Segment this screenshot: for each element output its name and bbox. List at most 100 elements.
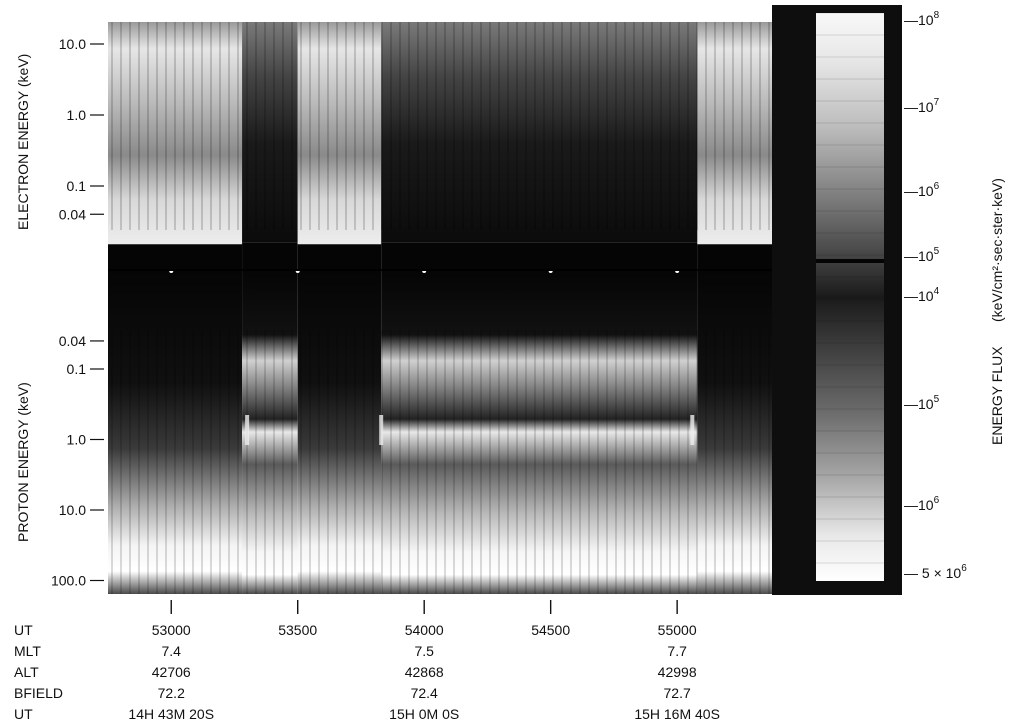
event-edge (690, 415, 695, 445)
electron-striation (120, 22, 122, 230)
proton-striation (507, 330, 509, 594)
proton-striation (588, 330, 590, 594)
electron-spectrogram (108, 22, 772, 270)
proton-y-tick-label: 0.04 (59, 333, 86, 349)
ephemeris-table: UT MLT ALT BFIELD UT 53000 53500 54000 5450… (14, 622, 720, 722)
electron-striation (597, 22, 599, 230)
electron-striation (354, 22, 356, 230)
ephem-bfield-value: 72.7 (664, 685, 691, 701)
electron-y-label: ELECTRON ENERGY (keV) (15, 54, 31, 230)
proton-striation (426, 330, 428, 594)
proton-striation (705, 330, 707, 594)
ephem-alt-value: 42868 (405, 664, 444, 680)
electron-striation (426, 22, 428, 230)
ephem-label-alt: ALT (14, 664, 39, 680)
proton-striation (768, 330, 770, 594)
ephem-label-ut: UT (14, 622, 33, 638)
ephem-bfield-value: 72.4 (411, 685, 438, 701)
electron-striation (156, 22, 158, 230)
proton-striation (606, 330, 608, 594)
electron-striation (183, 22, 185, 230)
ephem-mlt-value: 7.7 (667, 643, 687, 659)
proton-striation (309, 330, 311, 594)
proton-y-axis: 0.04 0.1 1.0 10.0 100.0 (51, 333, 104, 589)
proton-region-active (381, 270, 698, 594)
proton-striation (129, 330, 131, 594)
electron-region-bright (297, 22, 382, 245)
electron-region-dark (381, 22, 698, 243)
colorbar-steps (816, 12, 884, 564)
proton-striation (498, 330, 500, 594)
proton-striation (228, 330, 230, 594)
electron-striation (174, 22, 176, 230)
electron-striation (345, 22, 347, 230)
electron-striation (327, 22, 329, 230)
electron-striation (660, 22, 662, 230)
electron-striation (318, 22, 320, 230)
proton-striation (255, 330, 257, 594)
electron-striation (453, 22, 455, 230)
electron-striation (732, 22, 734, 230)
ephem-label-mlt: MLT (14, 643, 41, 659)
colorbar-units: (keV/cm²·sec·ster·keV) (989, 178, 1005, 322)
ephem-ut-value: 53000 (152, 622, 191, 638)
proton-striation (336, 330, 338, 594)
proton-y-label: PROTON ENERGY (keV) (15, 382, 31, 542)
electron-region-floor (242, 242, 298, 270)
proton-striation (165, 330, 167, 594)
electron-striation (264, 22, 266, 230)
electron-y-tick-label: 10.0 (59, 36, 86, 52)
electron-striation (210, 22, 212, 230)
proton-striation (345, 330, 347, 594)
electron-region-bright (697, 22, 772, 245)
proton-striation (543, 330, 545, 594)
ephem-ut-hms-value: 15H 16M 40S (634, 706, 720, 722)
electron-striation (507, 22, 509, 230)
electron-striation (498, 22, 500, 230)
proton-striation (687, 330, 689, 594)
proton-striation (210, 330, 212, 594)
electron-striation (588, 22, 590, 230)
x-axis-ticks (170, 600, 678, 614)
electron-striation (390, 22, 392, 230)
ephem-label-ut-hms: UT (14, 706, 33, 722)
electron-striation (525, 22, 527, 230)
proton-striation (642, 330, 644, 594)
proton-region-quiet (697, 270, 772, 594)
electron-striation (363, 22, 365, 230)
electron-striation (723, 22, 725, 230)
proton-striation (237, 330, 239, 594)
proton-striation (678, 330, 680, 594)
electron-striation (129, 22, 131, 230)
proton-striation (714, 330, 716, 594)
proton-striation (561, 330, 563, 594)
colorbar-title: ENERGY FLUX (989, 346, 1005, 445)
electron-striation (291, 22, 293, 230)
proton-striation (444, 330, 446, 594)
colorbar-tick-lower: —105 (904, 394, 940, 412)
proton-striation (156, 330, 158, 594)
electron-striation (759, 22, 761, 230)
proton-striation (192, 330, 194, 594)
proton-y-tick-label: 100.0 (51, 573, 86, 589)
electron-striation (624, 22, 626, 230)
electron-striation (471, 22, 473, 230)
proton-striation (354, 330, 356, 594)
proton-striation (219, 330, 221, 594)
proton-striation (579, 330, 581, 594)
electron-region-floor (697, 244, 772, 270)
electron-striation (408, 22, 410, 230)
proton-striation (264, 330, 266, 594)
colorbar-tick-lower: —106 (904, 495, 940, 513)
proton-striation (669, 330, 671, 594)
ephem-ut-value: 55000 (658, 622, 697, 638)
electron-striation (615, 22, 617, 230)
proton-striation (183, 330, 185, 594)
proton-striation (750, 330, 752, 594)
proton-striation (741, 330, 743, 594)
proton-region-active (242, 270, 298, 594)
proton-striation (597, 330, 599, 594)
electron-striation (543, 22, 545, 230)
proton-striation (273, 330, 275, 594)
proton-striation (111, 330, 113, 594)
